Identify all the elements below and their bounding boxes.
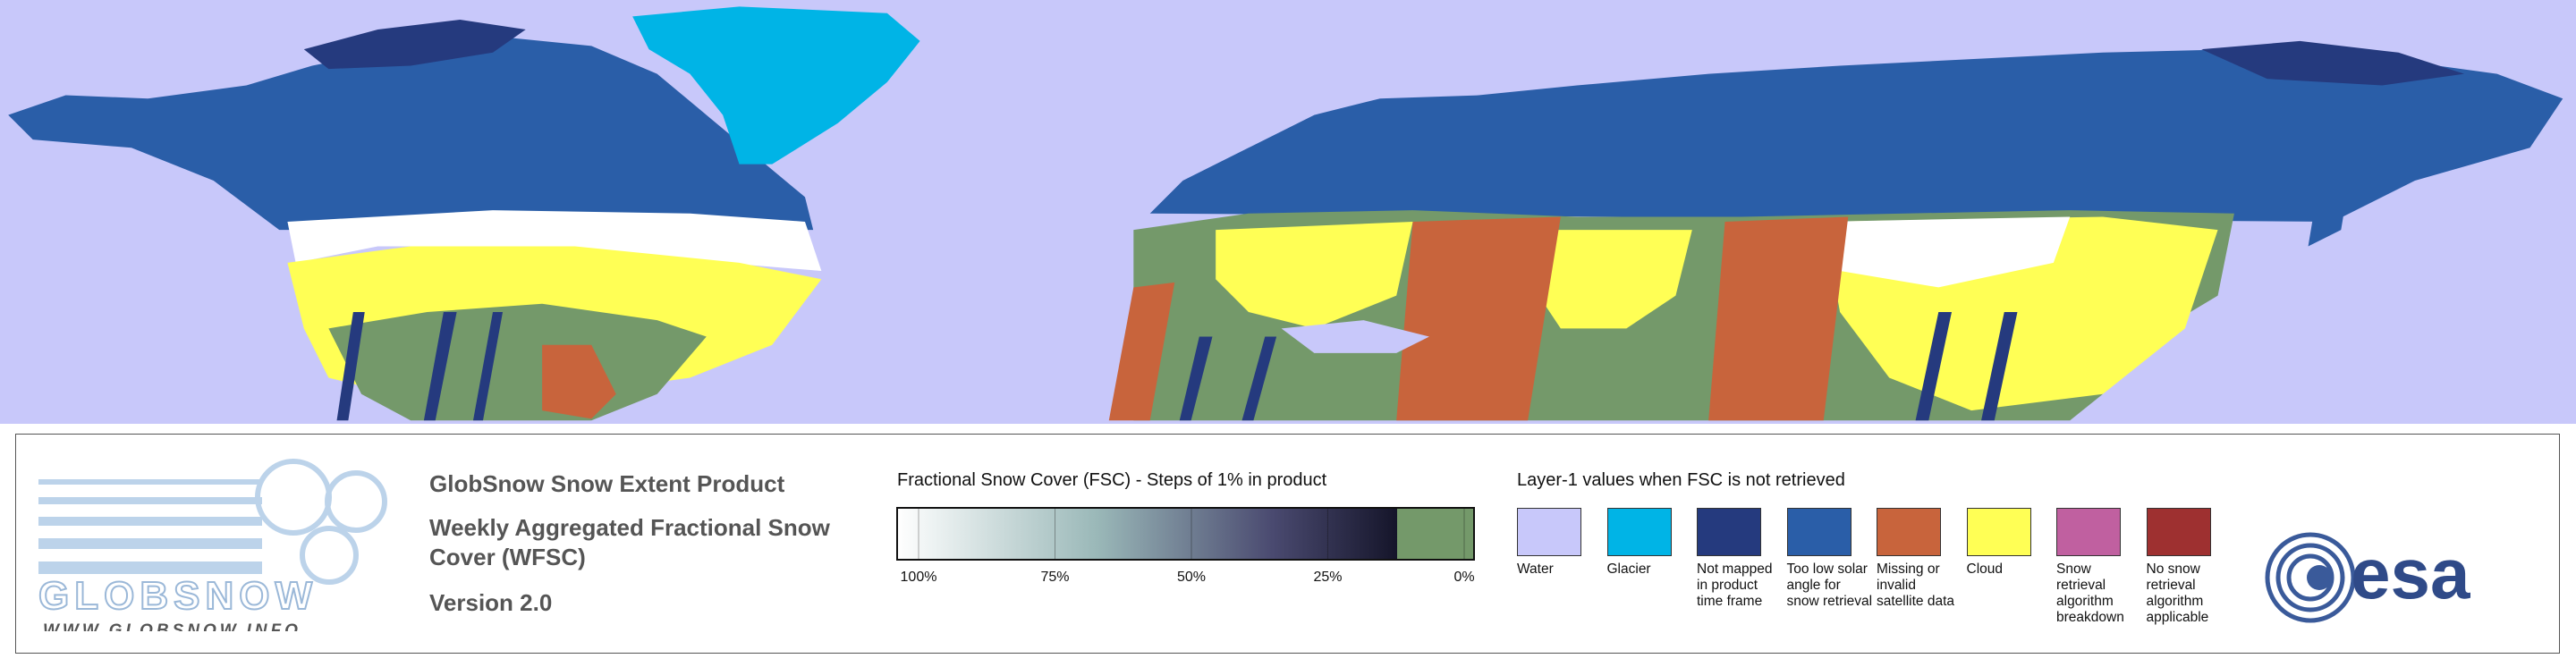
layer1-title: Layer-1 values when FSC is not retrieved [1517,470,1845,490]
legend-label: Glacier [1606,561,1651,577]
fsc-tick-label: 50% [1177,570,1206,585]
legend-label: No snow retrieval algorithm applicable [2146,561,2209,625]
legend-swatch [1517,508,1581,556]
legend-swatch [1786,508,1852,556]
legend-swatch [1697,508,1761,556]
product-subtitle: Weekly Aggregated Fractional Snow Cover … [429,514,830,570]
logo-name: GLOBSNOW [38,574,318,618]
fsc-tick-label: 25% [1313,570,1342,585]
legend-label: Snow retrieval algorithm breakdown [2056,561,2124,625]
fsc-tick-label: 75% [1040,570,1069,585]
fsc-colorbar: 100% 75% 50% 25% 0% [896,507,1475,585]
logo-url: WWW.GLOBSNOW.INFO [43,621,301,631]
legend-swatch [1606,508,1672,556]
legend-panel: GLOBSNOW WWW.GLOBSNOW.INFO GlobSnow Snow… [15,434,2560,654]
fsc-tick-label: 100% [901,570,937,585]
legend-label: Not mapped in product time frame [1697,561,1773,609]
legend-swatch [2146,508,2211,556]
esa-logo: esa [2265,532,2470,623]
product-title: GlobSnow Snow Extent Product [429,470,785,497]
layer1-items: Water Glacier Not mapped in product time f… [1517,508,2411,651]
legend-swatch [1877,508,1941,556]
legend-swatch [1966,508,2031,556]
fsc-title: Fractional Snow Cover (FSC) - Steps of 1… [897,470,1327,490]
fsc-tick-label: 0% [1453,570,1474,585]
legend-label: Too low solar angle for snow retrieval [1786,561,1873,609]
snow-map [0,0,2576,424]
product-version: Version 2.0 [429,589,553,616]
legend-label: Cloud [1966,561,2004,577]
globsnow-logo: GLOBSNOW WWW.GLOBSNOW.INFO [38,459,387,631]
esa-text: esa [2351,534,2470,613]
legend-label: Water [1517,561,1554,577]
legend-label: Missing or invalid satellite data [1877,561,1955,609]
legend-swatch [2056,508,2121,556]
